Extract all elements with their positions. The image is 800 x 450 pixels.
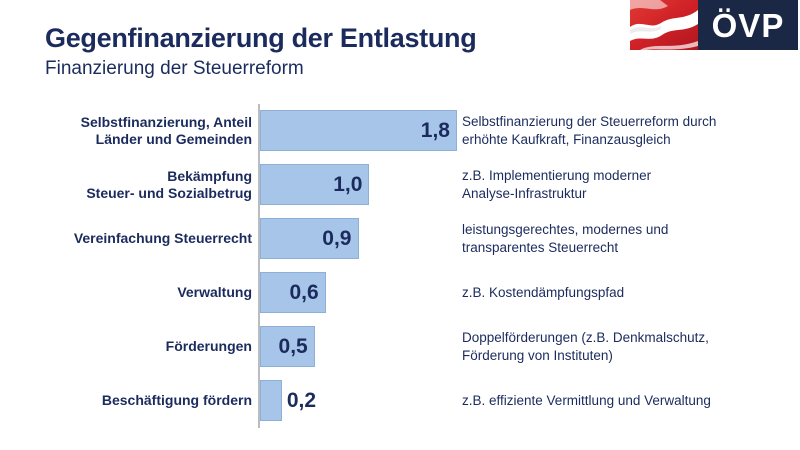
- bar-value: 0,2: [286, 389, 317, 412]
- bar-annotation: z.B. effiziente Vermittlung und Verwaltu…: [462, 392, 711, 408]
- bar-label: Bekämpfung Steuer- und Sozialbetrug: [86, 167, 252, 201]
- bar-track: 1,8: [260, 110, 460, 151]
- bar: [260, 272, 326, 313]
- chart-rows: Selbstfinanzierung, Anteil Länder und Ge…: [0, 110, 800, 434]
- bar-track: 0,2: [260, 380, 460, 421]
- bar: [260, 218, 359, 259]
- bar: [260, 380, 282, 421]
- table-row: Beschäftigung fördern 0,2 z.B. effizient…: [0, 380, 800, 421]
- table-row: Förderungen 0,5 Doppelförderungen (z.B. …: [0, 326, 800, 367]
- page-subtitle: Finanzierung der Steuerreform: [45, 58, 304, 79]
- bar-annotation: Doppelförderungen (z.B. Denkmalschutz, F…: [462, 330, 709, 363]
- table-row: Selbstfinanzierung, Anteil Länder und Ge…: [0, 110, 800, 151]
- bar: [260, 164, 370, 205]
- bar-value: 1,0: [333, 173, 363, 196]
- bar-value: 0,9: [322, 227, 352, 250]
- axis-line: [258, 104, 260, 428]
- page-title: Gegenfinanzierung der Entlastung: [45, 23, 477, 53]
- bar-annotation: Selbstfinanzierung der Steuerreform durc…: [462, 114, 717, 147]
- bar-annotation: leistungsgerechtes, modernes und transpa…: [462, 222, 669, 255]
- bar: [260, 110, 457, 151]
- bar-chart: Selbstfinanzierung, Anteil Länder und Ge…: [0, 103, 800, 443]
- bar-value: 0,6: [289, 281, 319, 304]
- ovp-logo: ÖVP: [630, 0, 798, 50]
- ovp-logo-text: ÖVP: [711, 7, 785, 44]
- table-row: Verwaltung 0,6 z.B. Kostendämpfungspfad: [0, 272, 800, 313]
- bar-label: Förderungen: [165, 338, 252, 354]
- bar-value: 1,8: [420, 119, 450, 142]
- austrian-flag-icon: [630, 0, 698, 50]
- ovp-logo-block: ÖVP: [698, 0, 798, 50]
- bar-annotation: z.B. Implementierung moderner Analyse-In…: [462, 168, 652, 201]
- bar-label: Selbstfinanzierung, Anteil Länder und Ge…: [80, 113, 252, 147]
- bar-label: Beschäftigung fördern: [101, 392, 252, 408]
- table-row: Vereinfachung Steuerrecht 0,9 leistungsg…: [0, 218, 800, 259]
- bar-track: 1,0: [260, 164, 460, 205]
- bar: [260, 326, 315, 367]
- bar-annotation: z.B. Kostendämpfungspfad: [462, 284, 625, 300]
- bar-track: 0,5: [260, 326, 460, 367]
- bar-label: Verwaltung: [177, 284, 252, 300]
- bar-track: 0,9: [260, 218, 460, 259]
- bar-label: Vereinfachung Steuerrecht: [73, 230, 252, 246]
- bar-value: 0,5: [278, 335, 308, 358]
- table-row: Bekämpfung Steuer- und Sozialbetrug 1,0 …: [0, 164, 800, 205]
- bar-track: 0,6: [260, 272, 460, 313]
